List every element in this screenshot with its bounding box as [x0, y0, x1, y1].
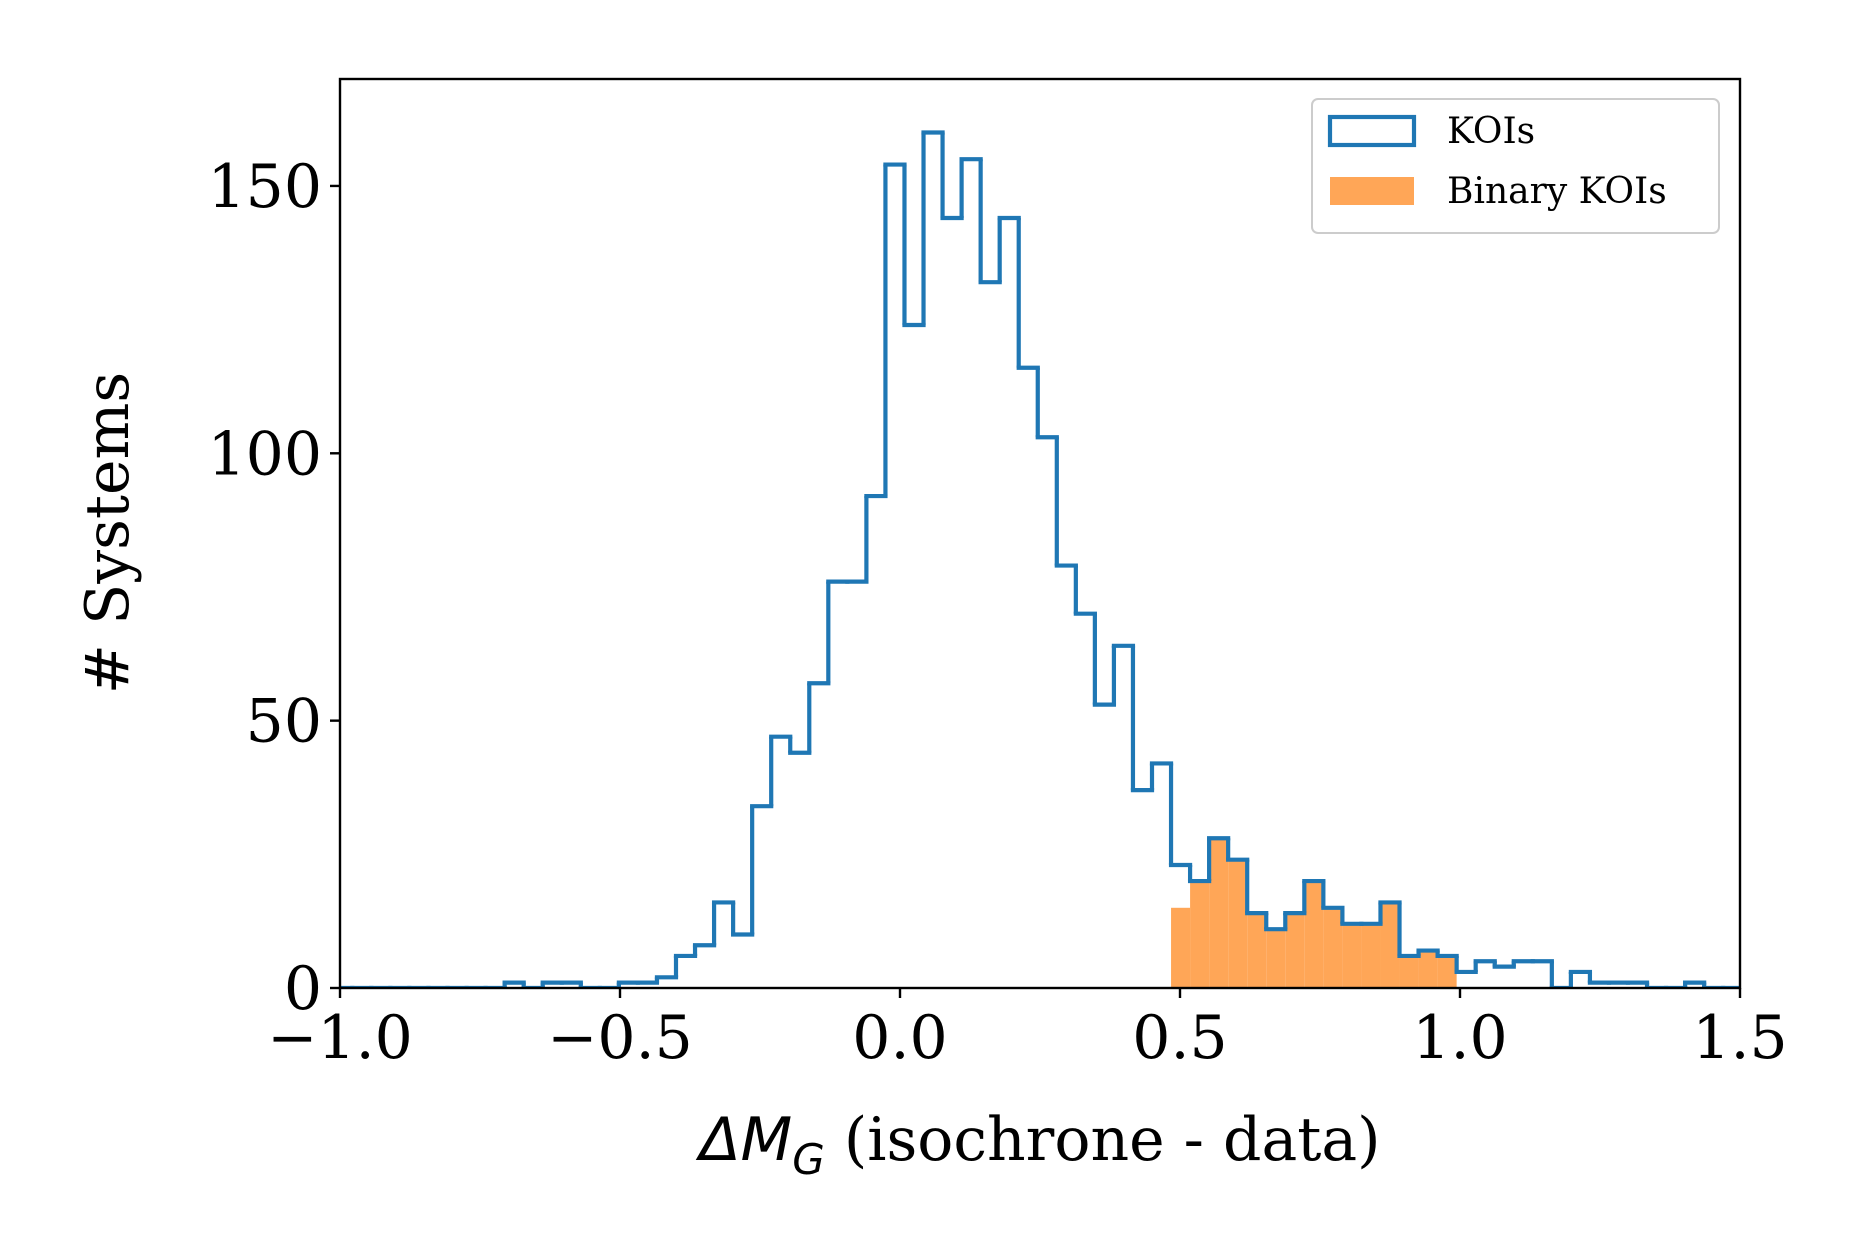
x-axis-label: ΔMG (isochrone - data): [695, 1105, 1380, 1184]
legend-label: Binary KOIs: [1447, 171, 1667, 212]
y-tick-label: 0: [284, 954, 322, 1024]
bar: [1209, 838, 1229, 988]
bar: [1323, 907, 1343, 988]
x-label-subscript: G: [792, 1135, 825, 1184]
legend-swatch: [1327, 114, 1417, 148]
x-tick-label: 0.0: [852, 1003, 947, 1073]
y-tick-label: 100: [207, 419, 322, 489]
x-label-text: (isochrone - data): [825, 1105, 1381, 1175]
x-tick-label: −1.0: [267, 1003, 413, 1073]
x-tick-label: 1.5: [1692, 1003, 1787, 1073]
y-axis-label: # Systems: [73, 372, 143, 694]
bar: [1399, 955, 1419, 988]
legend-label: KOIs: [1447, 111, 1535, 152]
bar: [1285, 913, 1305, 988]
legend: KOIs Binary KOIs: [1311, 98, 1720, 234]
bar: [1228, 859, 1248, 988]
bar: [1171, 907, 1191, 988]
axes-frame: [338, 77, 1742, 990]
plot-area: [340, 130, 1740, 988]
bar: [1342, 923, 1362, 988]
bar: [1437, 955, 1457, 988]
bar: [1190, 881, 1210, 988]
bar: [1266, 929, 1286, 988]
bar: [1247, 913, 1267, 988]
bar: [1304, 881, 1324, 988]
x-tick-label: 1.0: [1412, 1003, 1507, 1073]
legend-swatch: [1330, 177, 1414, 205]
bar: [1380, 902, 1400, 988]
y-tick-label: 50: [246, 687, 322, 757]
y-tick-label: 150: [207, 152, 322, 222]
x-tick-label: −0.5: [547, 1003, 693, 1073]
bar: [1361, 923, 1381, 988]
x-tick-label: 0.5: [1132, 1003, 1227, 1073]
x-label-symbol: ΔM: [695, 1105, 792, 1175]
bar: [1418, 950, 1438, 988]
